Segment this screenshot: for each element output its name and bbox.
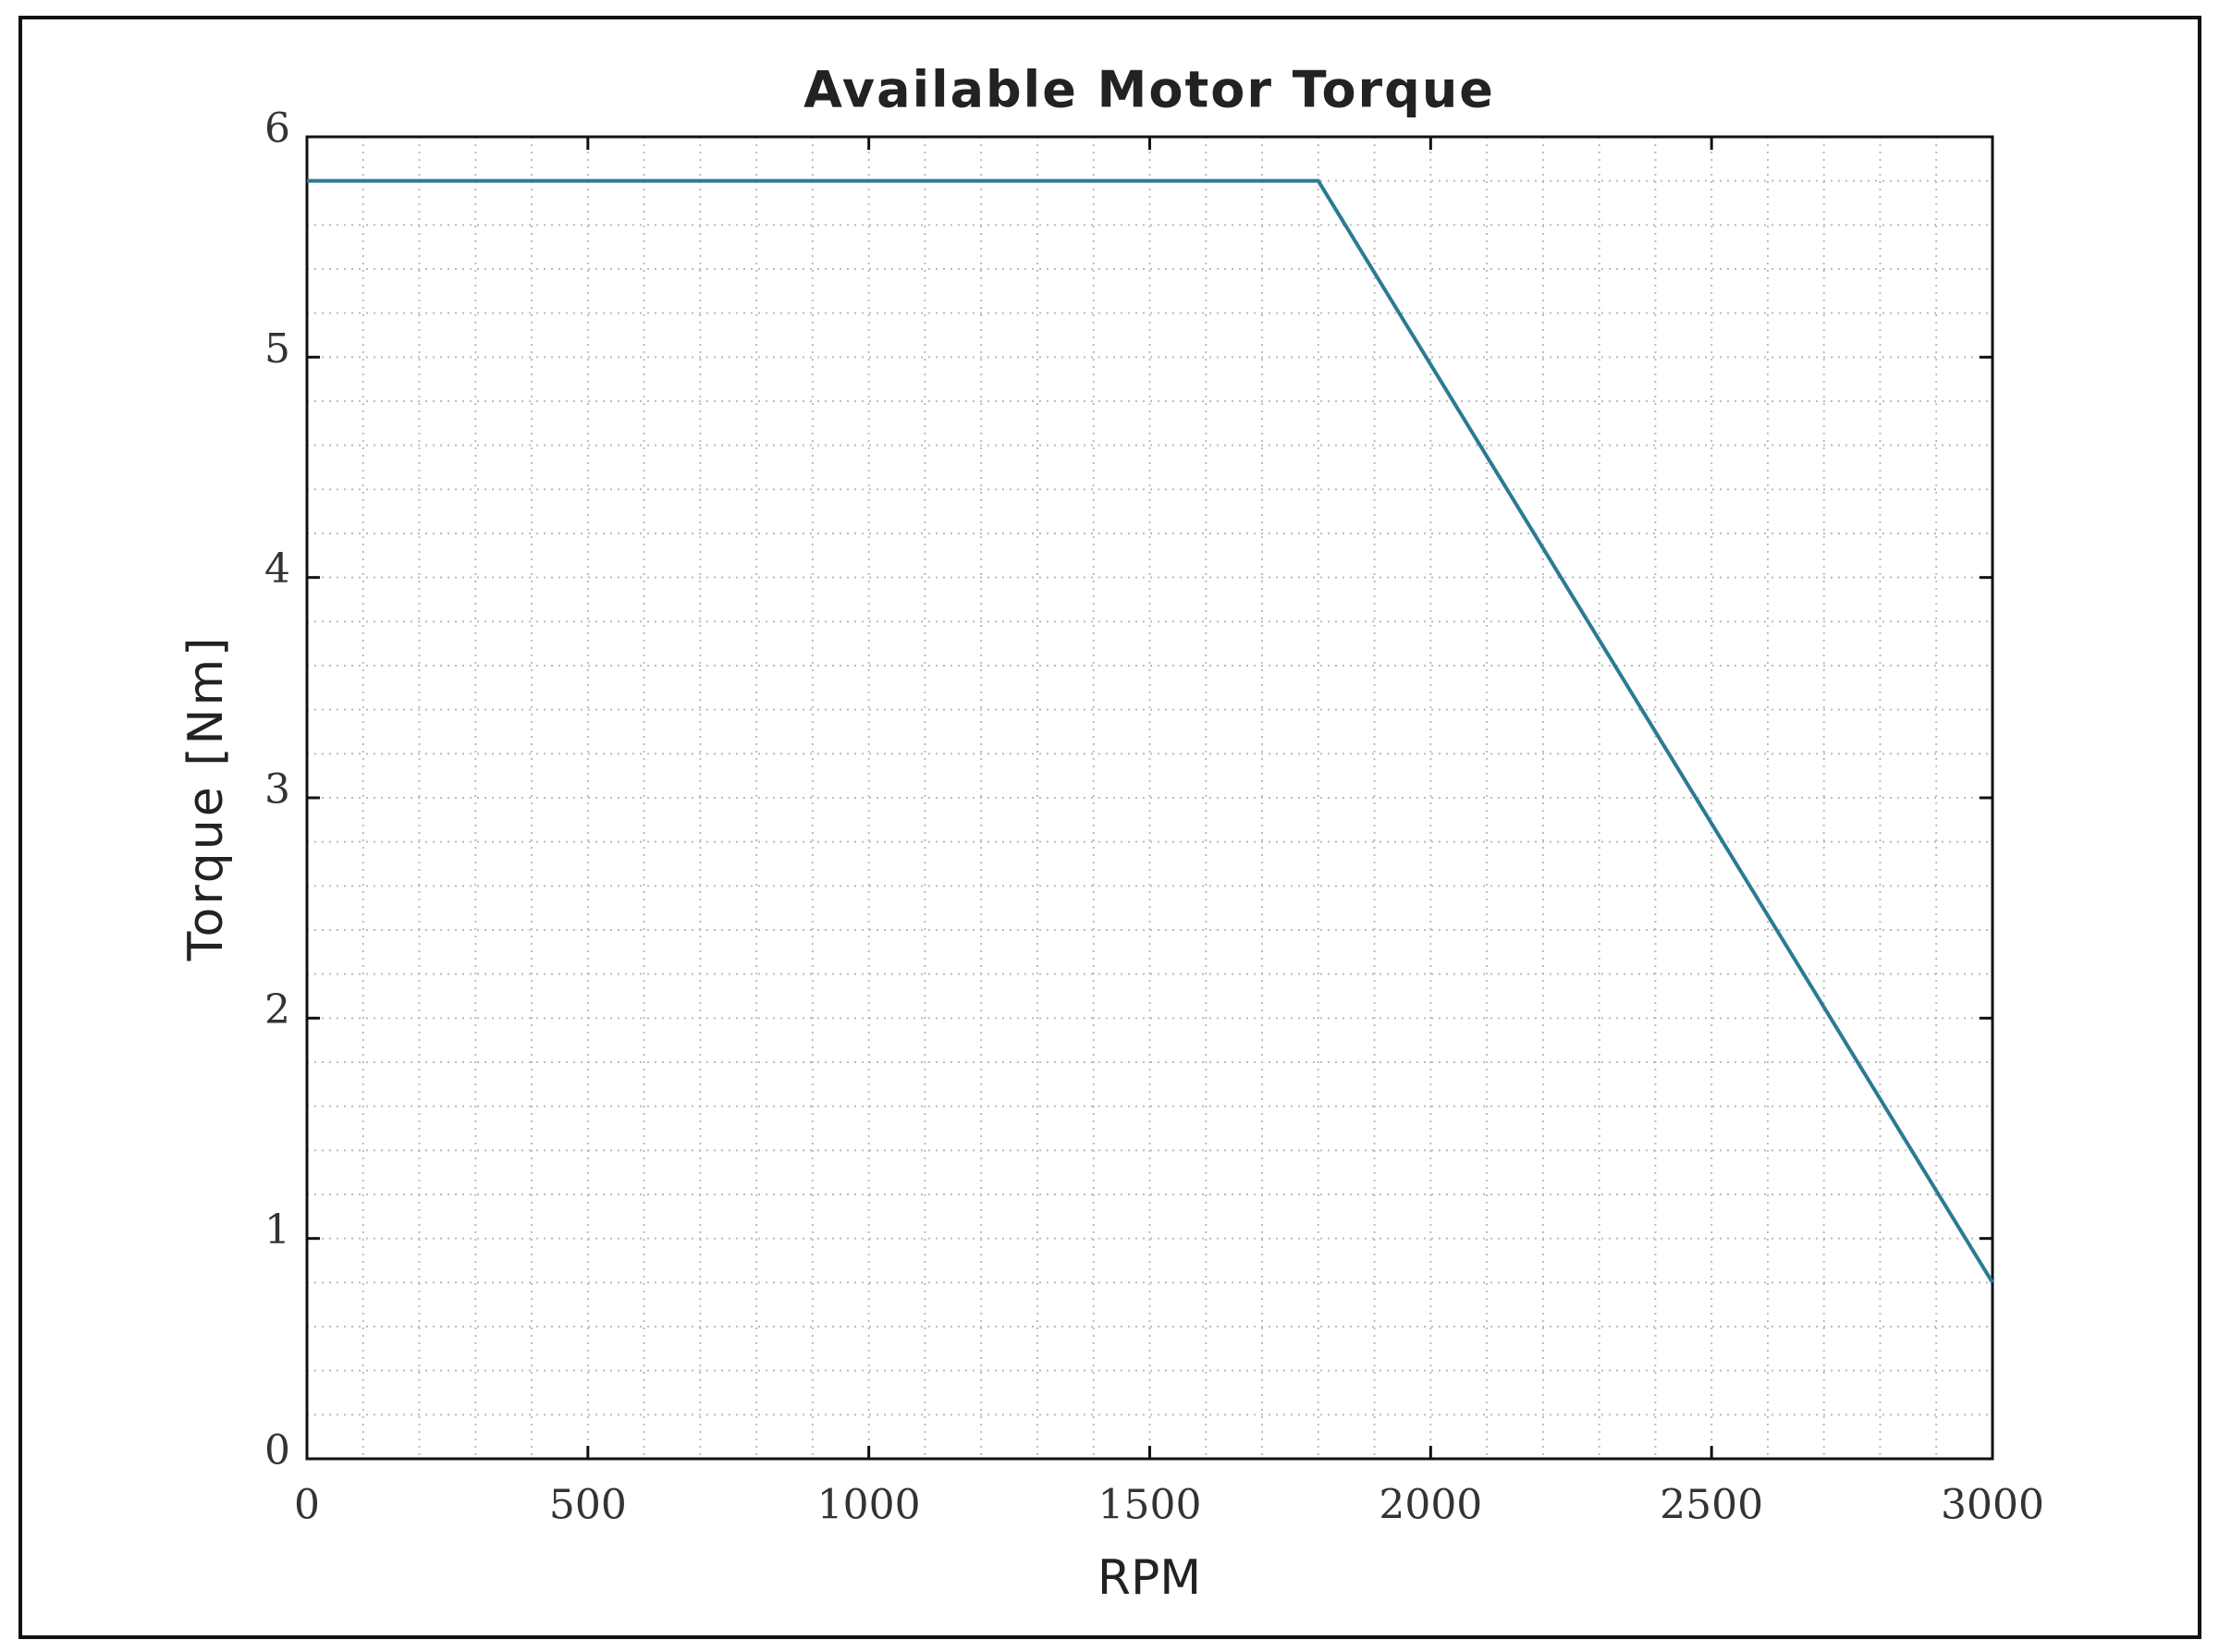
x-axis-label: RPM bbox=[1097, 1550, 1201, 1606]
y-tick-label: 4 bbox=[264, 545, 290, 593]
x-tick-label: 2000 bbox=[1379, 1482, 1482, 1529]
y-tick-label: 0 bbox=[264, 1427, 290, 1475]
data-line bbox=[307, 178, 1994, 1284]
y-tick-label: 3 bbox=[264, 766, 290, 814]
y-tick-label: 2 bbox=[264, 986, 290, 1034]
y-axis-label: Torque [Nm] bbox=[178, 635, 234, 962]
y-tick-label: 1 bbox=[264, 1206, 290, 1254]
frame bbox=[18, 16, 2201, 1639]
x-tick-label: 1000 bbox=[817, 1482, 921, 1529]
chart-title: Available Motor Torque bbox=[803, 61, 1495, 119]
x-tick-label: 500 bbox=[549, 1482, 627, 1529]
x-tick-label: 1500 bbox=[1098, 1482, 1202, 1529]
y-tick-label: 6 bbox=[264, 105, 290, 153]
plot-frame bbox=[305, 135, 1994, 1461]
x-tick-label: 2500 bbox=[1660, 1482, 1763, 1529]
x-tick-label: 0 bbox=[294, 1482, 320, 1529]
y-tick-label: 5 bbox=[264, 325, 290, 373]
x-tick-label: 3000 bbox=[1941, 1482, 2044, 1529]
